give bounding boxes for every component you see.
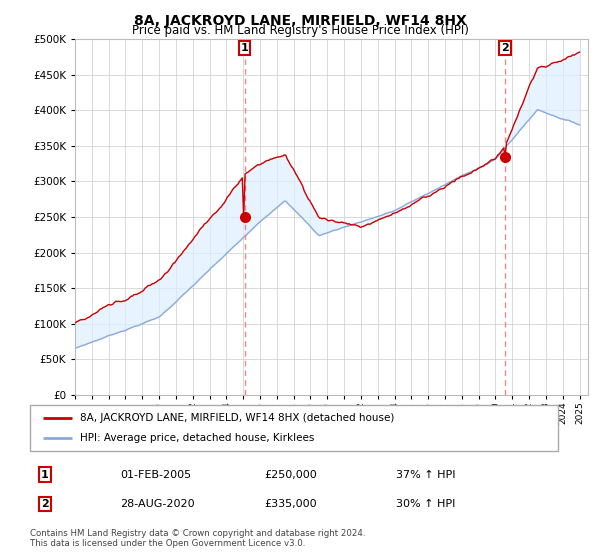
Text: 2: 2 [41,499,49,509]
Text: 8A, JACKROYD LANE, MIRFIELD, WF14 8HX (detached house): 8A, JACKROYD LANE, MIRFIELD, WF14 8HX (d… [80,413,395,423]
Text: 8A, JACKROYD LANE, MIRFIELD, WF14 8HX: 8A, JACKROYD LANE, MIRFIELD, WF14 8HX [134,14,466,28]
Text: 37% ↑ HPI: 37% ↑ HPI [396,470,455,480]
Text: £335,000: £335,000 [264,499,317,509]
Text: £250,000: £250,000 [264,470,317,480]
Text: 01-FEB-2005: 01-FEB-2005 [120,470,191,480]
Text: HPI: Average price, detached house, Kirklees: HPI: Average price, detached house, Kirk… [80,433,314,443]
Text: Contains HM Land Registry data © Crown copyright and database right 2024.: Contains HM Land Registry data © Crown c… [30,529,365,538]
Text: 28-AUG-2020: 28-AUG-2020 [120,499,194,509]
Text: Price paid vs. HM Land Registry's House Price Index (HPI): Price paid vs. HM Land Registry's House … [131,24,469,37]
Text: This data is licensed under the Open Government Licence v3.0.: This data is licensed under the Open Gov… [30,539,305,548]
Text: 30% ↑ HPI: 30% ↑ HPI [396,499,455,509]
Text: 1: 1 [241,44,248,53]
Text: 1: 1 [41,470,49,480]
Text: 2: 2 [502,44,509,53]
